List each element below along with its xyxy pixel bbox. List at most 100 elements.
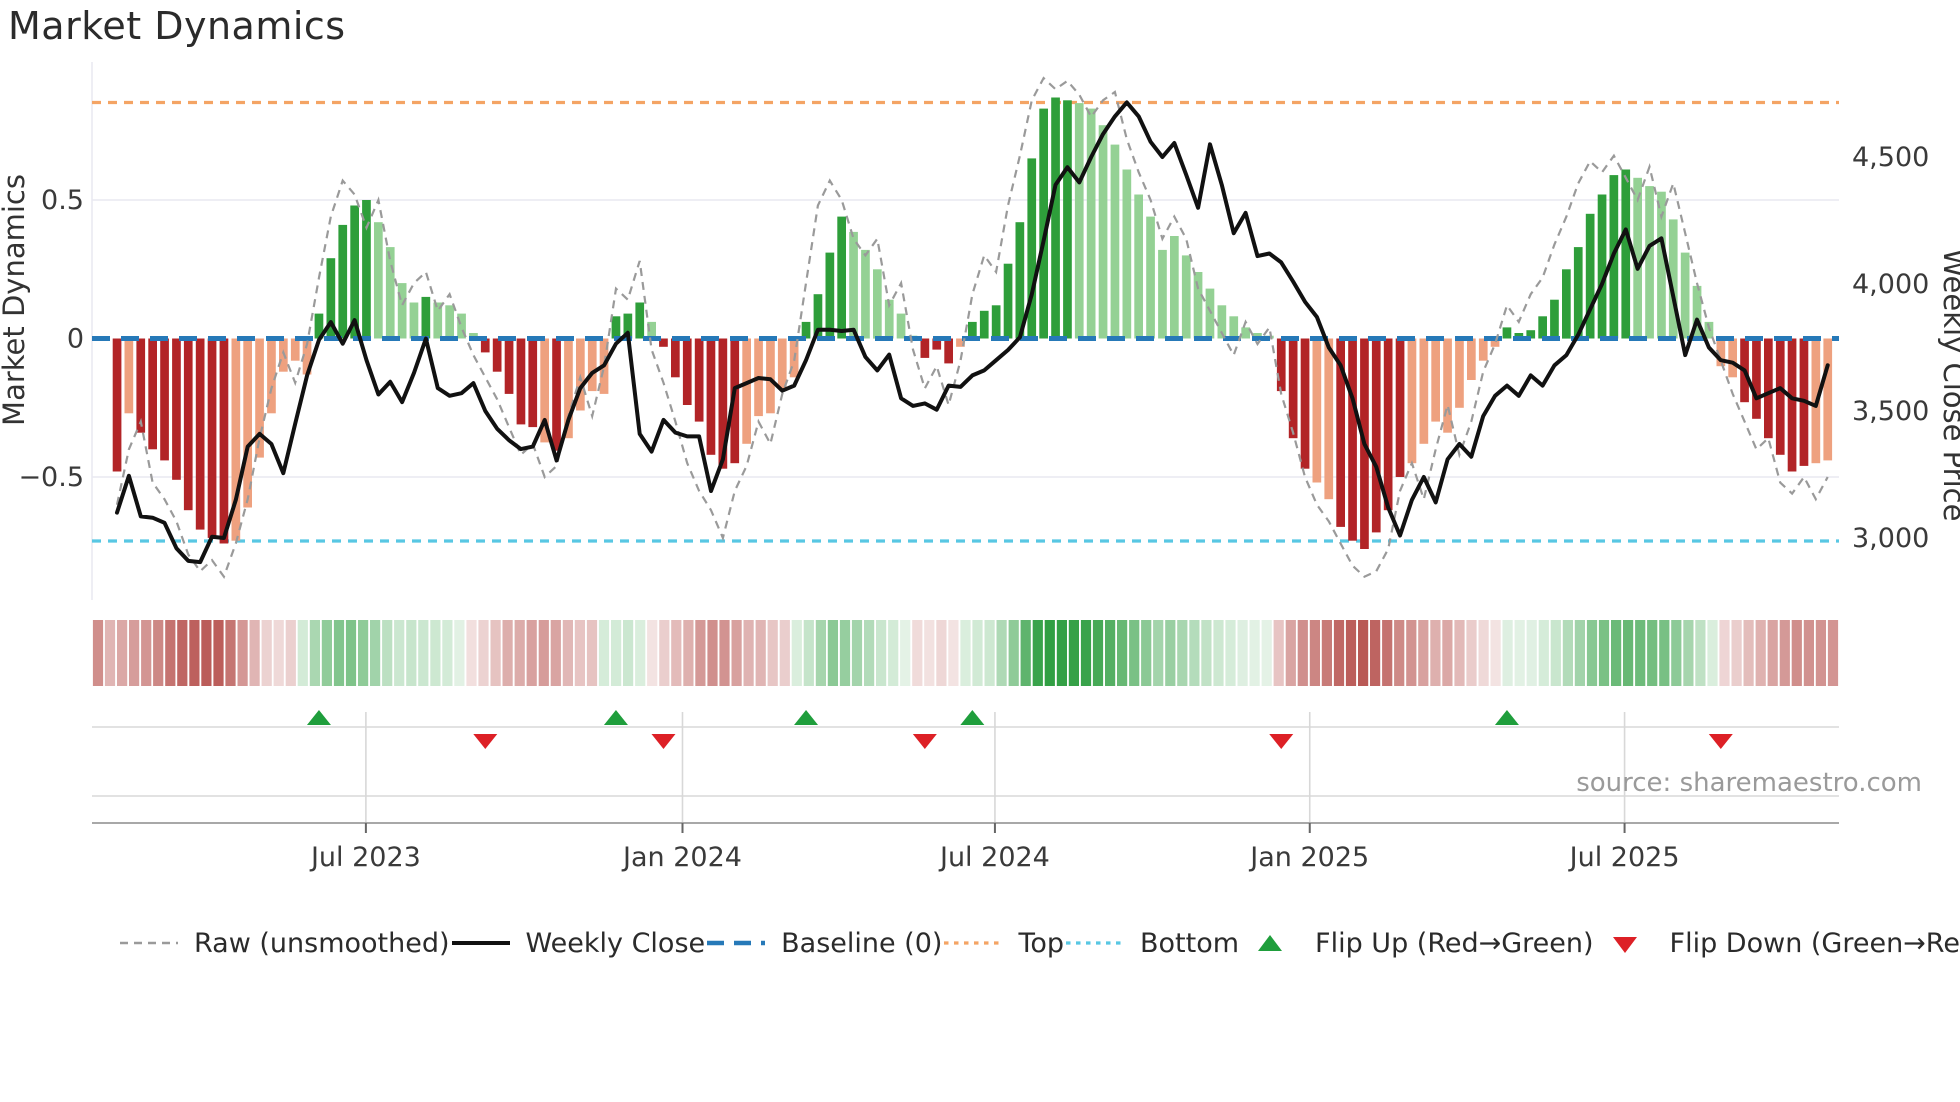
heatmap-cell xyxy=(695,620,706,686)
heatmap-cell xyxy=(791,620,802,686)
x-tick-label: Jul 2024 xyxy=(938,842,1050,873)
heatmap-cell xyxy=(1827,620,1839,686)
heatmap-cell xyxy=(1502,620,1513,686)
oscillator-bar xyxy=(1657,191,1666,339)
x-axis-ticks: Jul 2023 Jan 2024 Jul 2024 Jan 2025 Jul 2025 xyxy=(309,823,1680,873)
oscillator-bar xyxy=(932,338,942,350)
heatmap-cell xyxy=(321,620,332,686)
oscillator-bar xyxy=(1502,327,1512,339)
legend-swatch-flip-up xyxy=(1258,935,1283,951)
oscillator-bar xyxy=(433,302,443,339)
heatmap-cell xyxy=(1370,620,1381,686)
oscillator-bar xyxy=(112,338,122,472)
oscillator-bar xyxy=(1692,285,1702,339)
oscillator-bar xyxy=(1229,316,1239,339)
oscillator-bar xyxy=(1407,338,1417,464)
heatmap-cell xyxy=(92,620,104,686)
heatmap-cell xyxy=(1394,620,1405,686)
oscillator-bar xyxy=(1775,338,1785,455)
oscillator-bar xyxy=(1716,338,1726,367)
oscillator-bar xyxy=(1336,338,1345,527)
heatmap-cell xyxy=(1767,620,1778,686)
heatmap-cell xyxy=(1755,620,1766,686)
heatmap-cell xyxy=(623,620,634,686)
heatmap-cell xyxy=(430,620,441,686)
heatmap-cell xyxy=(1249,620,1260,686)
oscillator-bar xyxy=(1526,330,1536,339)
heatmap-cell xyxy=(1406,620,1417,686)
legend-item-flip-down: Flip Down (Green→Red) xyxy=(1594,928,1960,959)
oscillator-bar xyxy=(1395,338,1405,477)
oscillator-bar xyxy=(837,216,846,339)
legend-item-baseline: Baseline (0) xyxy=(705,928,942,959)
heatmap-cell xyxy=(225,620,236,686)
flip-up-marker xyxy=(1494,710,1519,725)
heatmap-cell xyxy=(1779,620,1790,686)
heatmap-cell xyxy=(1309,620,1320,686)
oscillator-bar xyxy=(457,313,466,339)
heatmap-cell xyxy=(1032,620,1043,686)
heatmap-cell xyxy=(333,620,345,686)
heatmap-cell xyxy=(562,620,573,686)
oscillator-bar xyxy=(385,247,395,339)
heatmap-cell xyxy=(598,620,610,686)
heatmap-cell xyxy=(1201,620,1212,686)
oscillator-bar xyxy=(1015,222,1025,339)
heatmap-cell xyxy=(382,620,393,686)
source-note: source: sharemaestro.com xyxy=(1576,768,1922,798)
flip-up-marker xyxy=(603,710,628,725)
right-tick-label: 4,500 xyxy=(1852,142,1929,173)
heatmap-cell xyxy=(502,620,513,686)
heatmap-cell xyxy=(1008,620,1019,686)
oscillator-bar xyxy=(671,338,680,378)
oscillator-bar xyxy=(1300,338,1310,469)
heatmap-cell xyxy=(1225,620,1236,686)
heatmap-cell xyxy=(490,620,501,686)
heatmap-cell xyxy=(900,620,911,686)
oscillator-bar xyxy=(148,338,157,450)
oscillator-bar xyxy=(611,316,621,339)
oscillator-bar xyxy=(1597,194,1607,339)
oscillator-bar xyxy=(706,338,716,455)
heatmap-cell xyxy=(285,620,296,686)
oscillator-bar xyxy=(124,338,134,414)
oscillator-bars xyxy=(112,97,1833,549)
legend-swatch-baseline xyxy=(707,940,766,946)
heatmap-cell xyxy=(538,620,549,686)
oscillator-bar xyxy=(564,338,573,439)
oscillator-bar xyxy=(243,338,252,508)
oscillator-bar xyxy=(207,338,217,538)
heatmap-cell xyxy=(1273,620,1284,686)
oscillator-bar xyxy=(172,338,181,480)
heatmap-cell xyxy=(731,620,742,686)
oscillator-bar xyxy=(314,313,324,339)
oscillator-bar xyxy=(1645,186,1654,339)
heatmap-cell xyxy=(1189,620,1200,686)
heatmap-cell xyxy=(1056,620,1067,686)
heatmap-cell xyxy=(1129,620,1140,686)
flip-up-marker xyxy=(960,710,985,725)
oscillator-bar xyxy=(302,338,312,375)
heatmap-cell xyxy=(1418,620,1429,686)
heatmap-cell xyxy=(345,620,357,686)
oscillator-bar xyxy=(742,338,751,444)
legend-swatch-raw xyxy=(120,941,178,945)
heatmap-cell xyxy=(586,620,598,686)
oscillator-bar xyxy=(766,338,775,414)
heatmap-cell xyxy=(1647,620,1658,686)
heatmap-cell xyxy=(514,620,525,686)
oscillator-bar xyxy=(861,249,870,339)
heatmap-cell xyxy=(309,620,320,686)
heatmap-cell xyxy=(635,620,646,686)
oscillator-bar xyxy=(362,200,371,339)
heatmap-cell xyxy=(827,620,838,686)
oscillator-bar xyxy=(1823,338,1833,461)
heatmap-cell xyxy=(779,620,790,686)
flip-down-marker xyxy=(651,734,676,749)
heatmap-cell xyxy=(1586,620,1598,686)
right-tick-label: 3,000 xyxy=(1852,523,1929,554)
oscillator-bar xyxy=(409,302,419,339)
flip-down-marker xyxy=(1269,734,1294,749)
oscillator-bar xyxy=(1752,338,1761,419)
oscillator-bar xyxy=(623,313,633,339)
